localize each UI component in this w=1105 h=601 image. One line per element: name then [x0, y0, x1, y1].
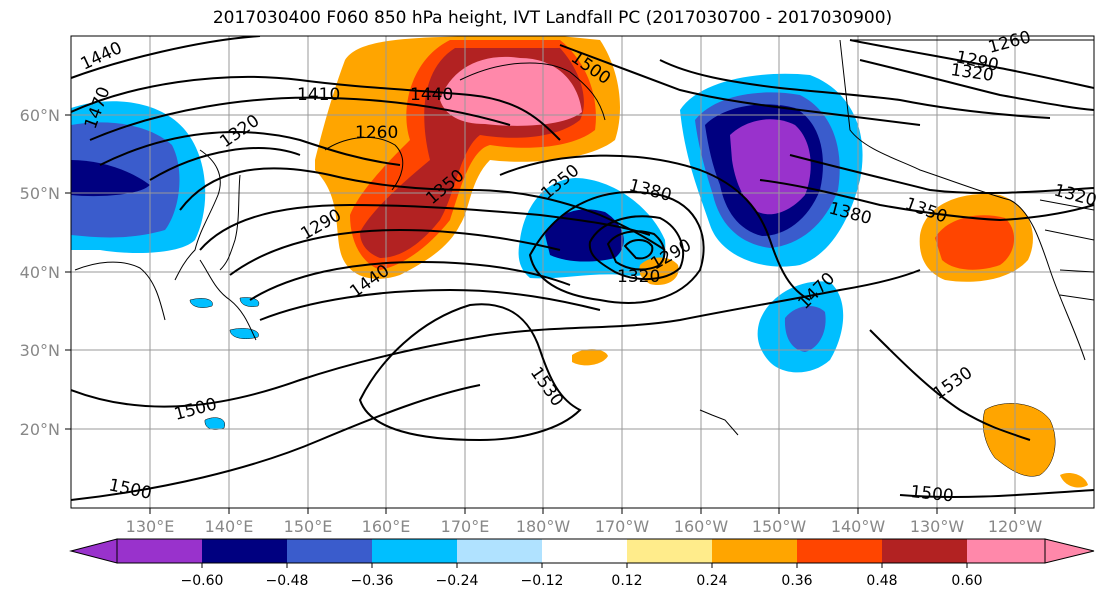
colorbar-bin [967, 539, 1045, 563]
colorbar-bin [117, 539, 202, 563]
colorbar-extend-low [69, 538, 118, 564]
lat-tick-label: 40°N [20, 263, 60, 282]
lat-tick-label: 30°N [20, 341, 60, 360]
contour-label: 1530 [929, 363, 976, 404]
colorbar-label: −0.24 [436, 573, 479, 589]
colorbar-bin [627, 539, 712, 563]
colorbar-label: −0.48 [266, 573, 309, 589]
colorbar: −0.60 −0.48 −0.36 −0.24 −0.12 0.12 0.24 … [69, 538, 1095, 589]
colorbar-label: −0.12 [521, 573, 564, 589]
map-title: 2017030400 F060 850 hPa height, IVT Land… [212, 8, 893, 28]
ivt-positive-mexico [982, 403, 1056, 477]
colorbar-bin [712, 539, 797, 563]
colorbar-extend-high [1044, 538, 1095, 564]
graticule [71, 36, 1094, 508]
lon-tick-label: 140°W [831, 517, 886, 536]
contour-label: 1500 [909, 482, 954, 506]
lon-tick-label: 180°W [516, 517, 571, 536]
lon-tick-label: 130°E [126, 517, 175, 536]
contour-label: 1440 [410, 85, 453, 105]
contour-label: 1320 [216, 111, 263, 152]
colorbar-bin [542, 539, 627, 563]
colorbar-label: 0.12 [611, 573, 642, 589]
colorbar-bin [797, 539, 882, 563]
lon-tick-label: 160°W [674, 517, 729, 536]
axis-ticks [65, 114, 1016, 514]
contour-label: 1410 [297, 85, 340, 105]
contour-label: 1290 [298, 205, 345, 244]
contour-label: 1530 [526, 363, 567, 410]
colorbar-label: 0.36 [781, 573, 812, 589]
colorbar-label: 0.48 [866, 573, 897, 589]
contour-label: 1260 [986, 27, 1033, 58]
contour-label: 1500 [107, 475, 153, 504]
lon-tick-label: 120°W [988, 517, 1043, 536]
colorbar-label: 0.60 [951, 573, 982, 589]
colorbar-label: −0.60 [181, 573, 224, 589]
colorbar-bin [287, 539, 372, 563]
lon-tick-label: 160°E [362, 517, 411, 536]
lon-tick-label: 170°W [595, 517, 650, 536]
lon-tick-label: 170°E [441, 517, 490, 536]
longitude-labels: 130°E 140°E 150°E 160°E 170°E 180°W 170°… [126, 517, 1043, 536]
colorbar-label: −0.36 [351, 573, 394, 589]
lon-tick-label: 150°W [752, 517, 807, 536]
colorbar-bin [882, 539, 967, 563]
lon-tick-label: 140°E [205, 517, 254, 536]
lat-tick-label: 50°N [20, 184, 60, 203]
contour-label: 1440 [78, 38, 126, 74]
height-contours [71, 36, 1094, 501]
lon-tick-label: 150°E [284, 517, 333, 536]
colorbar-label: 0.24 [696, 573, 727, 589]
colorbar-bin [202, 539, 287, 563]
contour-label: 1260 [355, 123, 398, 143]
latitude-labels: 60°N 50°N 40°N 30°N 20°N [20, 106, 60, 439]
colorbar-bin [457, 539, 542, 563]
lon-tick-label: 130°W [910, 517, 965, 536]
contour-label: 1320 [617, 267, 660, 287]
lat-tick-label: 60°N [20, 106, 60, 125]
colorbar-bin [372, 539, 457, 563]
coastlines [74, 39, 1094, 436]
lat-tick-label: 20°N [20, 420, 60, 439]
